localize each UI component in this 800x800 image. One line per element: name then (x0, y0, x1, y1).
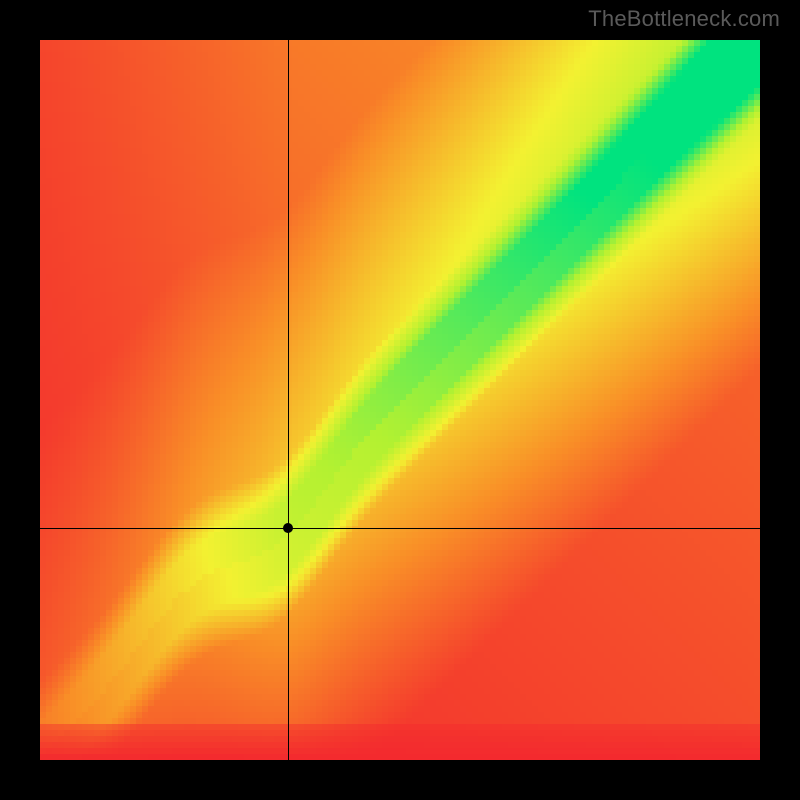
crosshair-horizontal (40, 528, 760, 529)
watermark-text: TheBottleneck.com (588, 6, 780, 32)
crosshair-vertical (288, 40, 289, 760)
crosshair-marker (283, 523, 293, 533)
plot-area (40, 40, 760, 760)
chart-container: TheBottleneck.com (0, 0, 800, 800)
heatmap-canvas (40, 40, 760, 760)
